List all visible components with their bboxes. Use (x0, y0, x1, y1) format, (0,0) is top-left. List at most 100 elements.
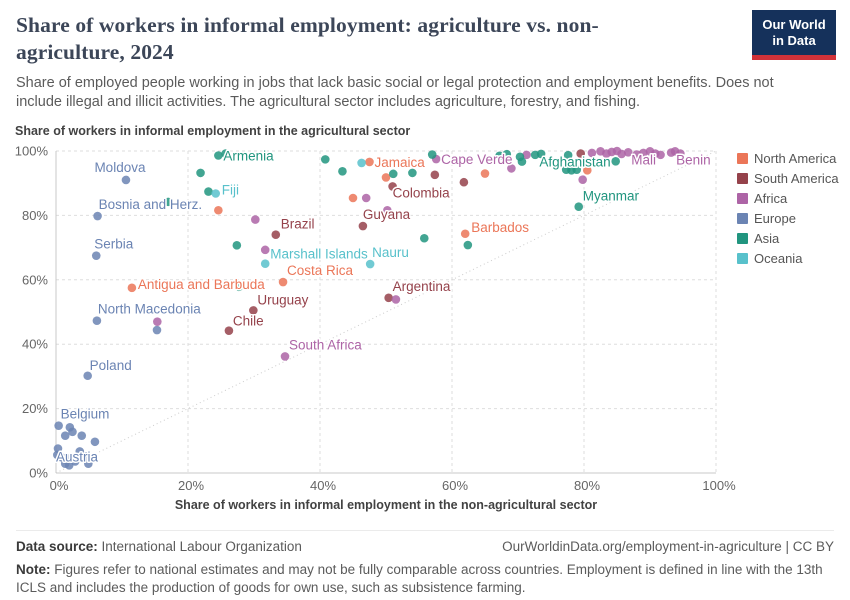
data-point[interactable] (196, 168, 205, 178)
data-point-jamaica[interactable] (365, 157, 374, 167)
data-point[interactable] (587, 148, 597, 158)
legend-item-asia[interactable]: Asia (737, 231, 839, 246)
data-point[interactable] (75, 447, 85, 456)
legend-label: South America (754, 171, 839, 186)
data-point[interactable] (77, 431, 87, 440)
legend-item-europe[interactable]: Europe (737, 211, 839, 226)
data-point-argentina[interactable] (384, 293, 393, 303)
data-point-serbia[interactable] (91, 251, 101, 260)
data-point[interactable] (617, 149, 626, 159)
data-point[interactable] (578, 175, 587, 184)
data-point-poland[interactable] (83, 371, 92, 381)
data-point-nauru[interactable] (365, 259, 375, 269)
data-point[interactable] (60, 431, 70, 440)
country-label: Brazil (281, 217, 315, 232)
data-point[interactable] (221, 149, 230, 158)
data-point[interactable] (64, 460, 74, 470)
data-point-costa-rica[interactable] (278, 277, 288, 287)
y-tick-label: 80% (22, 208, 48, 223)
data-point[interactable] (153, 317, 162, 326)
data-point[interactable] (572, 165, 582, 174)
data-point[interactable] (90, 437, 100, 447)
data-point[interactable] (463, 240, 473, 250)
owid-logo[interactable]: Our World in Data (752, 10, 836, 60)
data-point-guyana[interactable] (358, 221, 368, 231)
citation-link[interactable]: OurWorldinData.org/employment-in-agricul… (502, 539, 834, 554)
data-point[interactable] (348, 193, 358, 203)
data-point[interactable] (391, 295, 401, 304)
data-point[interactable] (408, 168, 417, 178)
data-point[interactable] (676, 149, 685, 158)
country-label: Armenia (223, 149, 274, 164)
data-point-marshall-islands[interactable] (260, 259, 270, 269)
data-point-bosnia-and-herz-[interactable] (93, 211, 102, 221)
data-point[interactable] (656, 150, 665, 160)
data-point-brazil[interactable] (271, 230, 281, 240)
legend-item-north-america[interactable]: North America (737, 151, 839, 166)
x-axis-title: Share of workers in informal employment … (174, 498, 598, 512)
data-source-value: International Labour Organization (97, 539, 302, 554)
data-point[interactable] (68, 427, 77, 437)
data-point-afghanistan[interactable] (611, 157, 620, 166)
data-point[interactable] (361, 193, 371, 203)
data-point[interactable] (583, 166, 592, 175)
data-point[interactable] (522, 150, 531, 160)
data-point[interactable] (82, 451, 91, 461)
data-point[interactable] (502, 149, 512, 159)
data-point-barbados[interactable] (460, 229, 470, 239)
data-point-mali[interactable] (623, 147, 633, 157)
data-point[interactable] (251, 215, 260, 224)
data-point[interactable] (204, 187, 213, 196)
data-point-myanmar[interactable] (574, 202, 584, 212)
data-point[interactable] (576, 149, 585, 158)
data-point-chile[interactable] (224, 326, 234, 335)
legend-item-oceania[interactable]: Oceania (737, 251, 839, 266)
data-point-fiji[interactable] (211, 189, 221, 198)
legend: North America South America Africa Europe As… (737, 151, 839, 266)
data-point[interactable] (260, 245, 270, 255)
legend-item-africa[interactable]: Africa (737, 191, 839, 206)
data-point[interactable] (430, 170, 440, 180)
data-point[interactable] (152, 325, 162, 335)
data-point[interactable] (84, 459, 93, 468)
data-point[interactable] (214, 205, 223, 215)
data-point-south-africa[interactable] (280, 352, 290, 361)
data-point[interactable] (163, 197, 173, 207)
data-point[interactable] (639, 148, 648, 158)
country-label: Mali (631, 152, 656, 167)
data-point-colombia[interactable] (388, 182, 397, 191)
legend-label: Asia (754, 231, 780, 246)
legend-item-south-america[interactable]: South America (737, 171, 839, 186)
data-point-antigua-and-barbuda[interactable] (127, 283, 137, 293)
data-point[interactable] (507, 164, 516, 173)
y-tick-label: 0% (29, 466, 48, 481)
data-point[interactable] (419, 233, 429, 243)
data-point[interactable] (632, 150, 642, 159)
data-point[interactable] (517, 157, 527, 166)
data-point[interactable] (357, 158, 366, 168)
data-point[interactable] (427, 150, 437, 159)
data-point[interactable] (536, 149, 546, 159)
country-label: Moldova (94, 160, 146, 175)
data-source-label: Data source: (16, 539, 98, 554)
data-point[interactable] (260, 152, 269, 162)
data-point-moldova[interactable] (121, 175, 131, 185)
data-point[interactable] (338, 166, 347, 176)
data-point[interactable] (563, 150, 573, 160)
data-point[interactable] (459, 177, 469, 187)
country-label: Afghanistan (539, 154, 610, 169)
y-tick-label: 20% (22, 401, 48, 416)
data-point[interactable] (320, 155, 330, 164)
data-point[interactable] (381, 173, 391, 182)
data-point-belgium[interactable] (54, 421, 63, 430)
data-point[interactable] (495, 151, 504, 161)
data-point[interactable] (234, 282, 244, 292)
data-point[interactable] (388, 169, 398, 179)
data-point-austria[interactable] (53, 444, 63, 453)
data-point-uruguay[interactable] (249, 306, 258, 315)
data-point[interactable] (480, 169, 490, 178)
data-point-armenia[interactable] (214, 151, 223, 160)
data-point[interactable] (383, 205, 392, 215)
data-point-north-macedonia[interactable] (92, 316, 102, 325)
data-point[interactable] (232, 241, 242, 250)
